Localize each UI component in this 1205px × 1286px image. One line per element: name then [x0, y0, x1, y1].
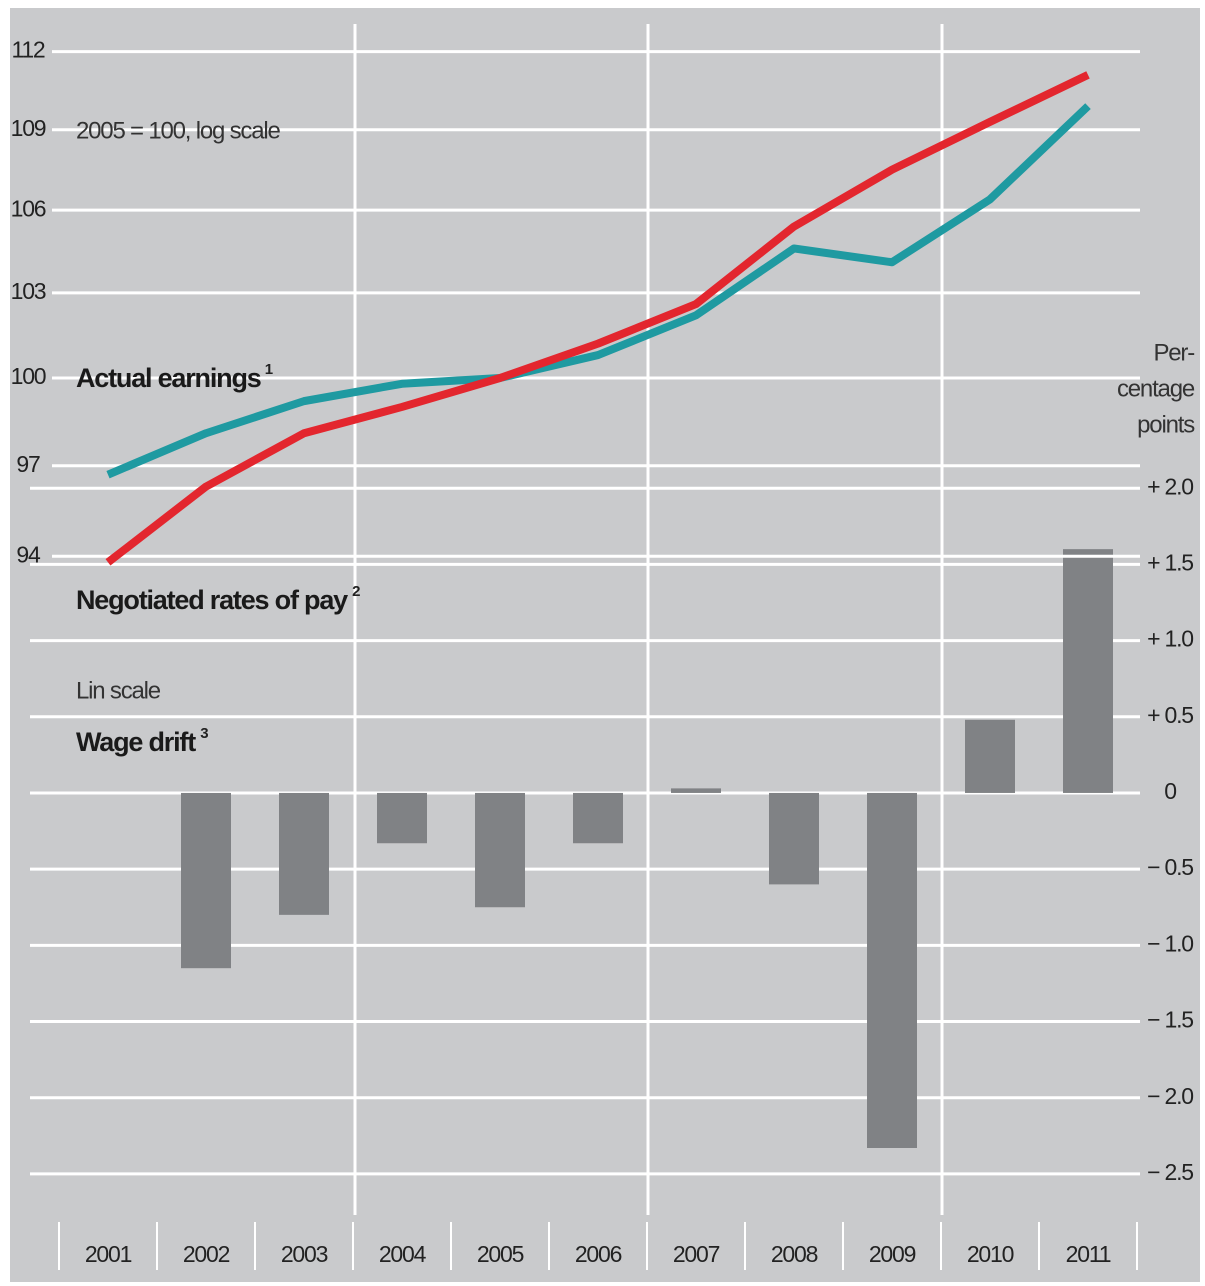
x-tick-label: 2008 — [771, 1241, 818, 1267]
x-tick-label: 2003 — [281, 1241, 328, 1267]
series-label: Actual earnings — [76, 363, 261, 393]
bar — [377, 792, 427, 844]
y-tick-label: 106 — [11, 195, 46, 221]
subtitle: 2005 = 100, log scale — [76, 117, 280, 144]
y-tick-label: 103 — [11, 278, 46, 304]
y2-tick-label: + 1.5 — [1147, 549, 1193, 575]
bar — [867, 792, 917, 1148]
bar — [965, 719, 1015, 793]
y-tick-label: 97 — [16, 451, 40, 477]
y-tick-label: 94 — [16, 541, 41, 567]
bar — [573, 792, 623, 844]
y2-tick-label: + 0.5 — [1147, 702, 1193, 728]
y2-axis-label: points — [1137, 411, 1195, 438]
background — [10, 8, 1200, 1282]
y-tick-label: 100 — [11, 363, 46, 389]
y2-tick-label: 0 — [1164, 778, 1176, 804]
subtitle: Lin scale — [76, 677, 161, 704]
x-tick-label: 2006 — [575, 1241, 622, 1267]
x-tick-label: 2007 — [673, 1241, 720, 1267]
bar — [671, 788, 721, 793]
x-tick-label: 2001 — [85, 1241, 132, 1267]
y2-tick-label: − 0.5 — [1147, 854, 1193, 880]
bar — [181, 792, 231, 969]
x-tick-label: 2009 — [869, 1241, 916, 1267]
footnote-mark: 3 — [200, 725, 208, 742]
series-label: Negotiated rates of pay — [76, 585, 348, 615]
x-tick-label: 2005 — [477, 1241, 524, 1267]
y2-tick-label: + 1.0 — [1147, 626, 1193, 652]
y-tick-label: 109 — [11, 115, 46, 141]
x-tick-label: 2004 — [379, 1241, 427, 1267]
column-dividers — [353, 24, 944, 1215]
y2-axis-label: Per- — [1153, 339, 1194, 366]
footnote-mark: 1 — [265, 361, 273, 378]
series-label: Wage drift — [76, 727, 196, 757]
line-series — [105, 71, 1090, 566]
y2-axis-label: centage — [1117, 375, 1195, 402]
bar — [279, 792, 329, 915]
footnote-mark: 2 — [352, 583, 360, 600]
x-tick-label: 2002 — [183, 1241, 230, 1267]
bar — [475, 792, 525, 908]
y2-tick-label: − 2.5 — [1147, 1159, 1193, 1185]
x-tick-label: 2011 — [1066, 1241, 1111, 1267]
y2-tick-label: − 1.0 — [1147, 930, 1193, 956]
y2-tick-label: − 1.5 — [1147, 1007, 1193, 1033]
x-tick-label: 2010 — [967, 1241, 1014, 1267]
y2-tick-label: + 2.0 — [1147, 473, 1193, 499]
y2-tick-label: − 2.0 — [1147, 1083, 1193, 1109]
bar — [769, 792, 819, 885]
bar — [1063, 549, 1113, 793]
y-tick-label: 112 — [11, 37, 44, 63]
line-series — [106, 103, 1091, 479]
